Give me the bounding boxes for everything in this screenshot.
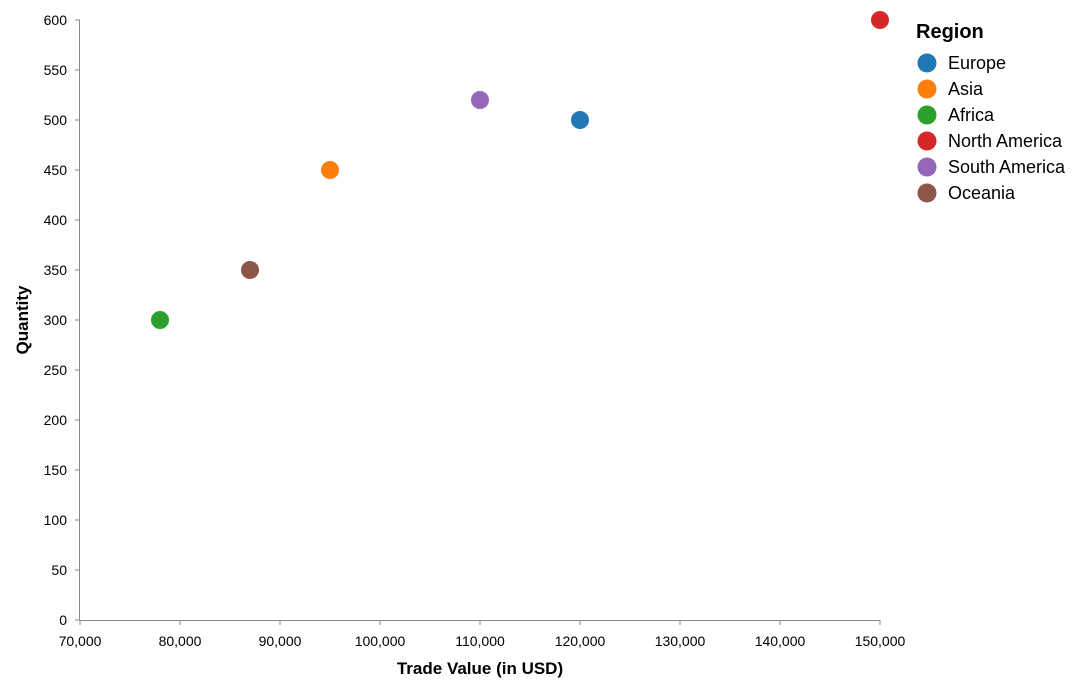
- x-tick-label: 140,000: [755, 633, 806, 649]
- y-axis-title: Quantity: [13, 285, 32, 354]
- x-axis-title: Trade Value (in USD): [397, 659, 563, 678]
- data-point-south-america: [470, 90, 490, 110]
- data-point-asia: [320, 160, 340, 180]
- legend-label: North America: [948, 131, 1063, 151]
- legend-title: Region: [916, 21, 984, 43]
- x-tick-label: 100,000: [355, 633, 406, 649]
- legend-label: Europe: [948, 53, 1006, 73]
- legend-label: Oceania: [948, 183, 1016, 203]
- x-tick-label: 120,000: [555, 633, 606, 649]
- x-tick-label: 80,000: [159, 633, 202, 649]
- y-tick-label: 150: [44, 462, 68, 478]
- x-axis: 70,000 80,000 90,000 100,000 110,000 120,000 1…: [59, 620, 906, 649]
- y-tick-label: 600: [44, 12, 68, 28]
- data-points: [150, 10, 890, 330]
- data-point-africa: [150, 310, 170, 330]
- x-tick-label: 150,000: [855, 633, 906, 649]
- data-point-europe: [570, 110, 590, 130]
- y-axis: 0 50 100 150 200 250 300 350 400 450 500 550 600: [44, 12, 80, 628]
- legend-swatch: [917, 105, 937, 125]
- data-point-oceania: [240, 260, 260, 280]
- legend: Region Europe Asia Africa North America Sout…: [916, 21, 1066, 203]
- y-tick-label: 200: [44, 412, 68, 428]
- legend-swatch: [917, 157, 937, 177]
- legend-label: Africa: [948, 105, 995, 125]
- x-tick-label: 90,000: [259, 633, 302, 649]
- legend-swatch: [917, 183, 937, 203]
- y-tick-label: 300: [44, 312, 68, 328]
- legend-swatch: [917, 79, 937, 99]
- legend-swatch: [917, 131, 937, 151]
- y-tick-label: 450: [44, 162, 68, 178]
- legend-label: South America: [948, 157, 1066, 177]
- y-tick-label: 50: [51, 562, 67, 578]
- y-tick-label: 250: [44, 362, 68, 378]
- y-tick-label: 100: [44, 512, 68, 528]
- y-tick-label: 550: [44, 62, 68, 78]
- data-point-north-america: [870, 10, 890, 30]
- y-tick-label: 350: [44, 262, 68, 278]
- x-tick-label: 70,000: [59, 633, 102, 649]
- legend-swatch: [917, 53, 937, 73]
- legend-label: Asia: [948, 79, 984, 99]
- x-tick-label: 130,000: [655, 633, 706, 649]
- x-tick-label: 110,000: [455, 633, 505, 649]
- y-tick-label: 500: [44, 112, 68, 128]
- y-tick-label: 400: [44, 212, 68, 228]
- y-tick-label: 0: [59, 612, 67, 628]
